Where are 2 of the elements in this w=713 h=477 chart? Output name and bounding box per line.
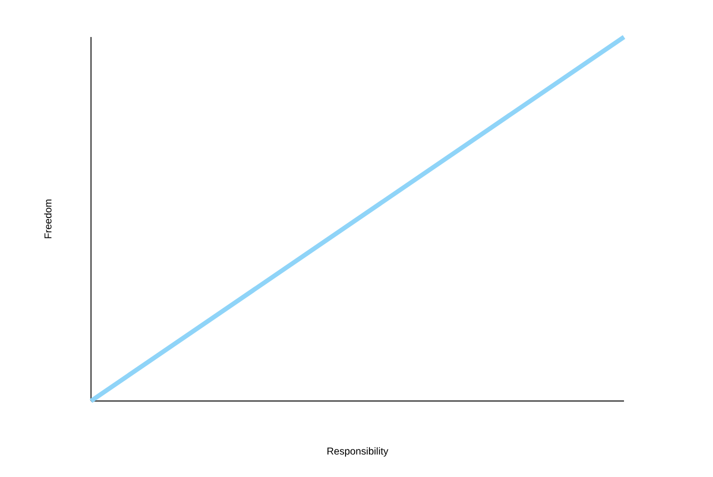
y-axis-title: Freedom bbox=[44, 200, 52, 238]
x-axis-title: Responsibility bbox=[327, 447, 388, 457]
